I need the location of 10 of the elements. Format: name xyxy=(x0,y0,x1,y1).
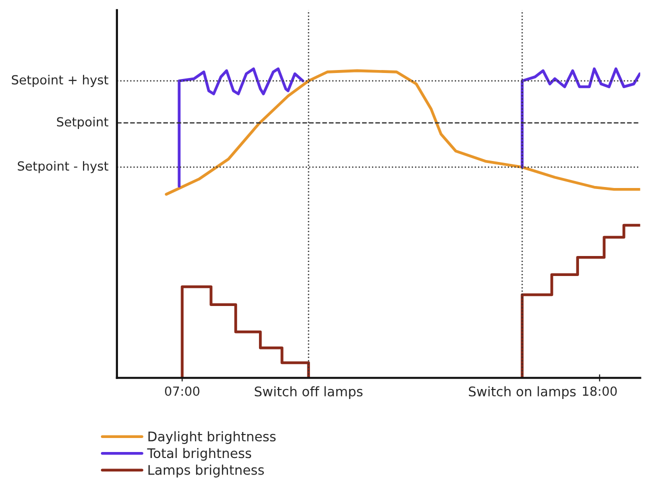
x-tick-label: 18:00 xyxy=(582,386,617,396)
ref-line-label: Setpoint + hyst xyxy=(12,74,108,87)
ref-line-label: Switch off lamps xyxy=(254,386,363,399)
legend-label: Lamps brightness xyxy=(148,464,264,478)
ref-line-label: Setpoint xyxy=(57,116,108,129)
x-tick-label: 07:00 xyxy=(165,386,200,396)
ref-line-label: Switch on lamps xyxy=(468,386,576,399)
legend-label: Total brightness xyxy=(147,448,252,461)
ref-line-label: Setpoint - hyst xyxy=(18,161,108,174)
legend-label: Daylight brightness xyxy=(148,431,276,444)
